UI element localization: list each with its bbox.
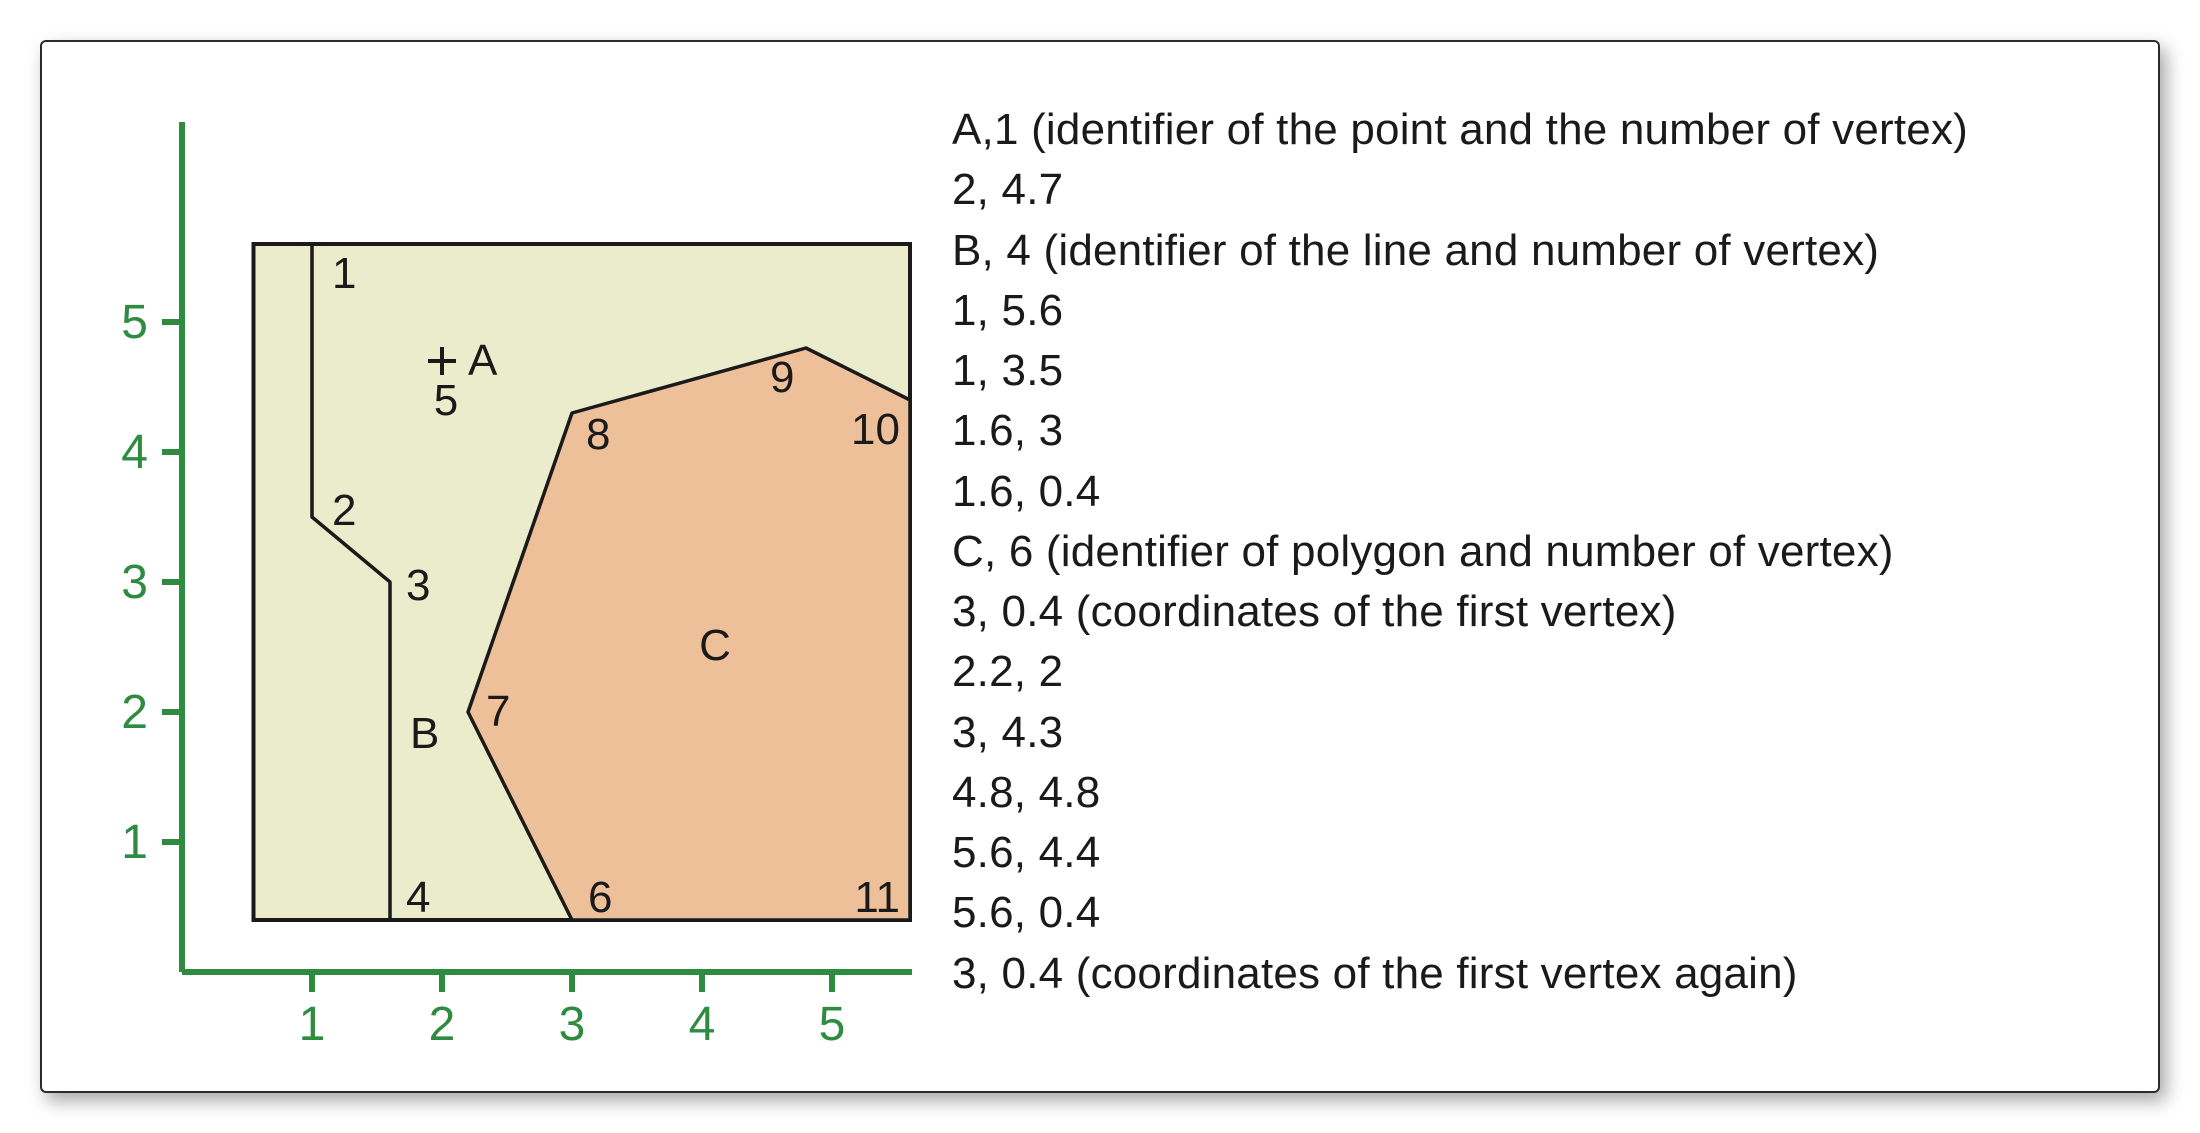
data-listing-line: 1.6, 0.4 [952, 462, 2118, 522]
polygon-c-vertex-11: 11 [854, 873, 900, 922]
figure-card: 1234512345A51234B67891011C A,1 (identifi… [40, 40, 2160, 1093]
line-b-vertex-2: 2 [332, 486, 356, 535]
vector-plot-svg: 1234512345A51234B67891011C [92, 102, 922, 1062]
polygon-c-vertex-7: 7 [486, 687, 510, 736]
y-tick-label: 4 [121, 426, 148, 479]
point-a-label: A [468, 336, 498, 385]
x-tick-label: 1 [299, 998, 326, 1051]
line-b-label: B [410, 709, 439, 758]
y-tick-label: 3 [121, 556, 148, 609]
x-tick-label: 5 [819, 998, 846, 1051]
plot-area: 1234512345A51234B67891011C [92, 102, 922, 1062]
data-listing-line: 3, 0.4 (coordinates of the first vertex … [952, 944, 2118, 1004]
data-listing-line: 4.8, 4.8 [952, 763, 2118, 823]
data-listing-line: 3, 4.3 [952, 703, 2118, 763]
figure-container: 1234512345A51234B67891011C A,1 (identifi… [0, 0, 2200, 1133]
data-listing-line: 5.6, 4.4 [952, 823, 2118, 883]
polygon-c-vertex-9: 9 [770, 353, 794, 402]
data-listing-line: 1, 5.6 [952, 281, 2118, 341]
data-listing-line: 5.6, 0.4 [952, 883, 2118, 943]
data-listing-line: B, 4 (identifier of the line and number … [952, 221, 2118, 281]
line-b-vertex-3: 3 [406, 561, 430, 610]
polygon-c-vertex-8: 8 [586, 410, 610, 459]
data-listing-line: 2, 4.7 [952, 160, 2118, 220]
polygon-c-vertex-10: 10 [851, 405, 900, 454]
y-tick-label: 1 [121, 816, 148, 869]
data-listing-line: 1, 3.5 [952, 341, 2118, 401]
data-listing-line: 2.2, 2 [952, 642, 2118, 702]
polygon-c-label: C [699, 621, 731, 670]
line-b-vertex-4: 4 [406, 873, 430, 922]
y-tick-label: 5 [121, 296, 148, 349]
polygon-c-vertex-6: 6 [588, 873, 612, 922]
line-b-vertex-1: 1 [332, 249, 356, 298]
x-tick-label: 3 [559, 998, 586, 1051]
data-listing-line: 3, 0.4 (coordinates of the first vertex) [952, 582, 2118, 642]
data-listing-line: 1.6, 3 [952, 401, 2118, 461]
point-a-number: 5 [434, 376, 458, 425]
data-listing: A,1 (identifier of the point and the num… [952, 100, 2118, 1004]
x-tick-label: 2 [429, 998, 456, 1051]
y-tick-label: 2 [121, 686, 148, 739]
data-listing-line: A,1 (identifier of the point and the num… [952, 100, 2118, 160]
x-tick-label: 4 [689, 998, 716, 1051]
data-listing-line: C, 6 (identifier of polygon and number o… [952, 522, 2118, 582]
